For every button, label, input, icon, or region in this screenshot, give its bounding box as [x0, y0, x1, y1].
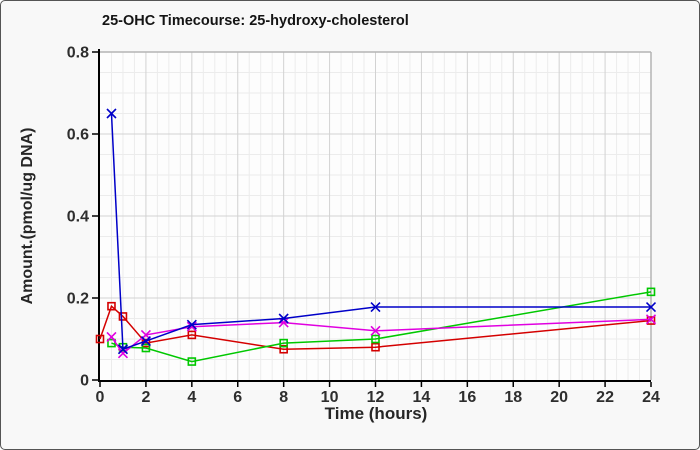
marker-square-red-squares [646, 316, 656, 325]
y-axis-label: Amount.(pmol/ug DNA) [19, 127, 36, 305]
marker-square-red-squares [107, 301, 116, 311]
marker-x-blue-x [140, 335, 151, 347]
marker-square-green-squares [646, 287, 656, 297]
marker-x-magenta-x [117, 348, 129, 359]
marker-x-magenta-x [278, 317, 289, 328]
marker-square-green-squares [371, 334, 380, 344]
y-tick-label: 0.8 [67, 45, 89, 62]
x-tick-label: 12 [367, 389, 385, 406]
x-tick-label: 2 [141, 389, 150, 406]
marker-x-blue-x [370, 301, 381, 313]
marker-square-red-squares [95, 334, 105, 344]
marker-x-blue-x [106, 108, 117, 119]
marker-square-green-squares [187, 357, 197, 366]
marker-square-green-squares [141, 343, 151, 353]
marker-square-red-squares [279, 344, 288, 354]
y-tick-label: 0 [80, 373, 89, 390]
marker-x-magenta-x [106, 331, 117, 343]
x-tick-label: 8 [279, 389, 288, 406]
marker-x-magenta-x [645, 314, 657, 325]
marker-square-red-squares [187, 330, 197, 340]
x-axis-label: Time (hours) [324, 404, 428, 423]
y-tick-label: 0.6 [67, 127, 89, 144]
marker-square-red-squares [371, 342, 380, 352]
x-tick-label: 24 [642, 389, 660, 406]
x-tick-label: 20 [550, 389, 568, 406]
marker-square-red-squares [118, 312, 128, 321]
series-line-red-squares [99, 304, 652, 351]
x-tick-label: 16 [458, 389, 476, 406]
marker-x-blue-x [186, 319, 197, 330]
y-tick-label: 0.4 [67, 209, 89, 226]
marker-x-blue-x [645, 301, 657, 313]
x-tick-label: 18 [504, 389, 522, 406]
chart-title: 25-OHC Timecourse: 25-hydroxy-cholestero… [102, 13, 409, 29]
y-tick-label: 0.2 [67, 291, 89, 308]
x-tick-label: 0 [96, 389, 105, 406]
x-tick-label: 22 [596, 389, 614, 406]
marker-square-red-squares [141, 338, 151, 348]
marker-x-blue-x [278, 313, 289, 324]
x-tick-label: 10 [321, 389, 339, 406]
x-tick-label: 4 [187, 389, 196, 406]
x-tick-label: 6 [233, 389, 242, 406]
marker-square-green-squares [279, 338, 288, 348]
x-tick-label: 14 [413, 389, 431, 406]
marker-x-blue-x [117, 344, 129, 355]
marker-x-magenta-x [370, 325, 381, 336]
